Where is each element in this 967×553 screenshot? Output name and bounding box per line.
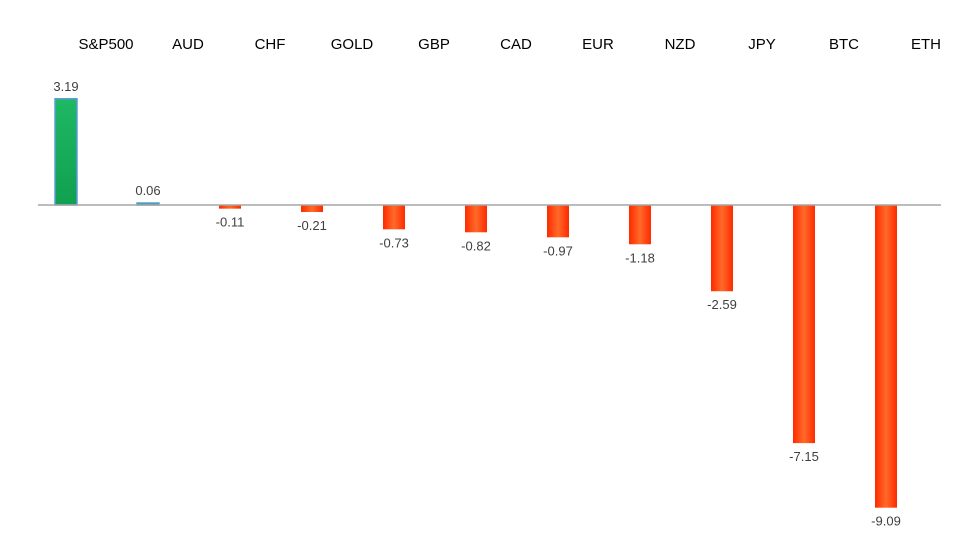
value-labels: 3.19 0.06 -0.11 -0.21 -0.73 -0.82 -0.97 -1.18 -2… — [53, 79, 900, 529]
value-label-gold: -0.21 — [297, 218, 327, 233]
bar-btc — [793, 205, 815, 444]
bar-gbp — [383, 205, 405, 230]
value-label-eth: -9.09 — [871, 514, 901, 529]
bar-nzd — [629, 205, 651, 245]
category-label-eth: ETH — [911, 36, 941, 53]
category-label-gbp: GBP — [418, 36, 450, 53]
category-label-chf: CHF — [255, 36, 286, 53]
value-label-sp500: 3.19 — [53, 79, 78, 94]
value-label-aud: 0.06 — [135, 183, 160, 198]
value-label-nzd: -1.18 — [625, 250, 655, 265]
category-label-btc: BTC — [829, 36, 859, 53]
value-label-btc: -7.15 — [789, 449, 819, 464]
bar-gold — [301, 205, 323, 212]
category-label-sp500: S&P500 — [78, 36, 133, 53]
category-label-gold: GOLD — [331, 36, 374, 53]
value-label-gbp: -0.73 — [379, 235, 409, 250]
category-label-nzd: NZD — [665, 36, 696, 53]
value-label-cad: -0.82 — [461, 238, 491, 253]
category-labels: S&P500 AUD CHF GOLD GBP CAD EUR NZD JPY BTC ETH — [78, 36, 941, 53]
category-label-aud: AUD — [172, 36, 204, 53]
bar-sp500 — [54, 98, 78, 206]
bars — [54, 98, 897, 508]
value-label-eur: -0.97 — [543, 243, 573, 258]
bar-eth — [875, 205, 897, 508]
category-label-eur: EUR — [582, 36, 614, 53]
category-label-cad: CAD — [500, 36, 532, 53]
value-label-chf: -0.11 — [216, 215, 245, 230]
bar-eur — [547, 205, 569, 238]
bar-jpy — [711, 205, 733, 292]
bar-chf — [219, 205, 241, 209]
bar-cad — [465, 205, 487, 233]
category-label-jpy: JPY — [748, 36, 776, 53]
value-label-jpy: -2.59 — [707, 297, 737, 312]
